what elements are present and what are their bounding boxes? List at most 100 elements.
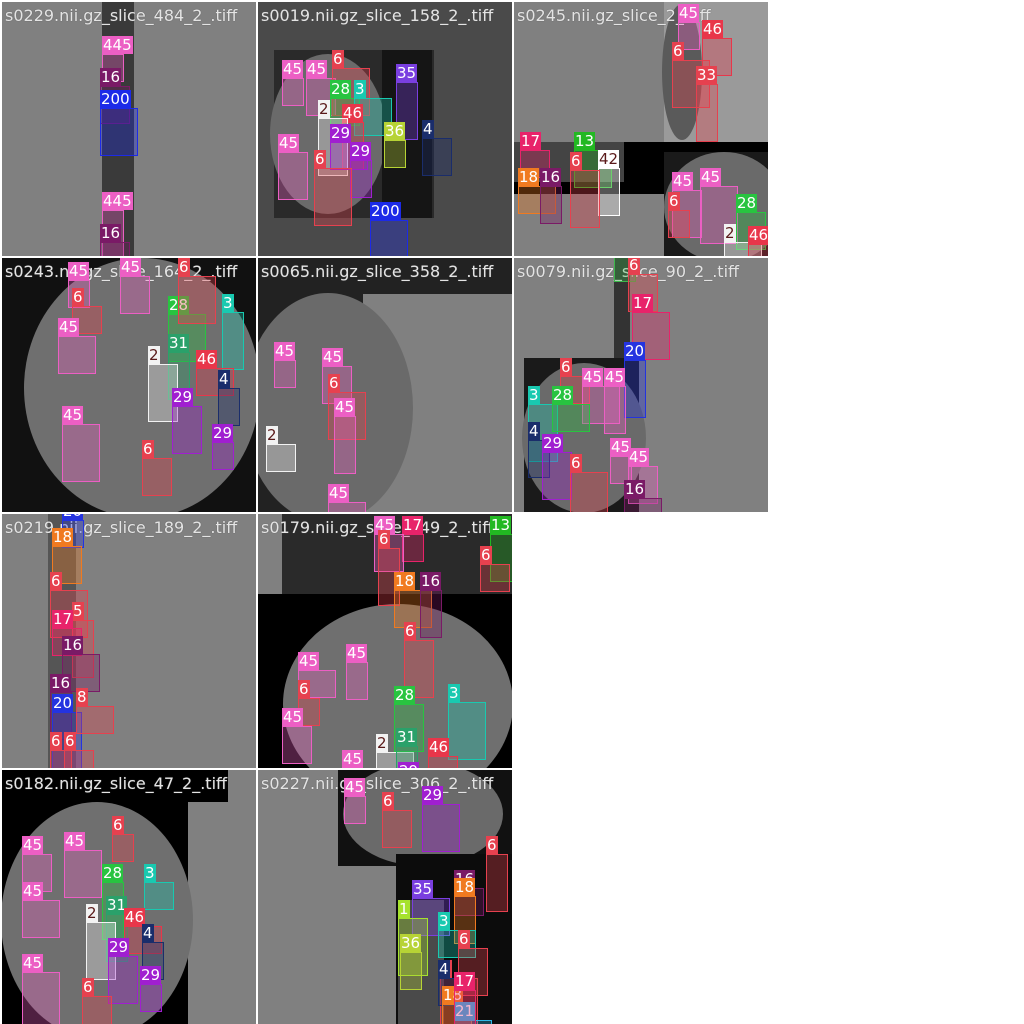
annotation-label: 28	[736, 194, 758, 212]
annotation-label: 6	[628, 258, 640, 274]
annotation-label: 29	[172, 388, 194, 406]
annotation-box	[346, 662, 368, 700]
tile-2: s0245.nii.gz_slice_2_.tiff 45 46 6 33 17 13 42 6…	[514, 2, 768, 256]
annotation-label: 17	[454, 972, 476, 990]
annotation-label: 45	[610, 438, 632, 456]
annotation-box	[278, 152, 308, 200]
annotation-box	[400, 952, 422, 990]
annotation-label: 45	[278, 134, 300, 152]
annotation-box	[266, 444, 296, 472]
annotation-box	[328, 502, 366, 512]
annotation-label: 45	[22, 836, 44, 854]
annotation-box	[624, 498, 662, 512]
annotation-box	[370, 220, 408, 256]
annotation-label: 45	[322, 348, 344, 366]
annotation-label: 29	[330, 124, 352, 142]
annotation-label: 45	[68, 262, 90, 280]
annotation-label: 29	[398, 762, 420, 768]
annotation-label: 3	[144, 864, 156, 882]
annotation-box	[282, 78, 304, 106]
annotation-label: 3	[222, 294, 234, 312]
annotation-label: 29	[108, 938, 130, 956]
tile-4: s0065.nii.gz_slice_358_2_.tiff 45 45 6 45 2 45	[258, 258, 512, 512]
annotation-box	[480, 564, 510, 592]
tile-7: s0179.nii.gz_slice_349_2_.tiff1745136618…	[258, 514, 512, 768]
annotation-box	[50, 750, 72, 768]
annotation-label: 20	[52, 694, 74, 712]
annotation-label: 4	[438, 960, 450, 978]
tile-3: s0243.nii.gz_slice_164_2_.tiff4545283645…	[2, 258, 256, 512]
annotation-box	[120, 276, 150, 314]
annotation-label: 13	[574, 132, 596, 150]
annotation-box	[334, 416, 356, 474]
annotation-box	[314, 168, 352, 226]
annotation-label: 45	[374, 516, 396, 534]
annotation-label: 200	[370, 202, 401, 220]
annotation-label: 6	[328, 374, 340, 392]
scan-region	[24, 258, 256, 512]
annotation-label: 28	[394, 686, 416, 704]
annotation-label: 6	[458, 930, 470, 948]
annotation-box	[172, 406, 202, 454]
annotation-label: 20	[62, 514, 84, 520]
annotation-label: 45	[298, 652, 320, 670]
annotation-label: 6	[668, 192, 680, 210]
annotation-box	[610, 456, 632, 484]
annotation-label: 445	[102, 36, 133, 54]
scan-image	[258, 258, 512, 512]
scan-region	[2, 770, 228, 802]
annotation-label: 6	[404, 622, 416, 640]
annotation-label: 6	[570, 152, 582, 170]
annotation-box	[724, 242, 762, 256]
annotation-label: 28	[552, 386, 574, 404]
annotation-box	[62, 424, 100, 482]
annotation-label: 45	[346, 644, 368, 662]
annotation-label: 18	[454, 878, 476, 896]
annotation-label: 2	[148, 346, 160, 364]
annotation-box	[552, 404, 590, 432]
annotation-box	[22, 972, 60, 1024]
annotation-box	[384, 140, 406, 168]
annotation-box	[454, 990, 476, 1024]
annotation-box	[144, 882, 174, 910]
annotation-label: 45	[64, 832, 86, 850]
annotation-box	[108, 956, 138, 1004]
annotation-box	[22, 900, 60, 938]
annotation-box	[142, 458, 172, 496]
annotation-label: 29	[542, 434, 564, 452]
annotation-label: 2	[86, 904, 98, 922]
annotation-label: 45	[58, 318, 80, 336]
annotation-label: 17	[402, 516, 424, 534]
annotation-label: 45	[334, 398, 356, 416]
annotation-box	[178, 276, 216, 324]
annotation-box	[64, 750, 94, 768]
annotation-label: 6	[82, 978, 94, 996]
scan-region	[614, 258, 630, 358]
annotation-label: 45	[678, 4, 700, 22]
annotation-box	[542, 452, 572, 500]
annotation-label: 6	[560, 358, 572, 376]
annotation-label: 45	[342, 750, 364, 768]
annotation-label: 29	[140, 966, 162, 984]
annotation-label: 6	[486, 836, 498, 854]
annotation-label: 29	[422, 786, 444, 804]
annotation-label: 6	[112, 816, 124, 834]
annotation-box	[604, 386, 626, 434]
annotation-label: 16	[50, 674, 72, 692]
annotation-label: 46	[342, 104, 364, 122]
annotation-label: 35	[412, 880, 434, 898]
tile-1: s0019.nii.gz_slice_158_2_.tiff 45 45 6 35 28 3…	[258, 2, 512, 256]
scan-image	[48, 514, 76, 768]
annotation-label: 6	[142, 440, 154, 458]
annotation-box	[344, 796, 366, 824]
annotation-label: 46	[748, 226, 768, 244]
annotation-label: 3	[354, 80, 366, 98]
annotation-label: 6	[178, 258, 190, 276]
annotation-box	[420, 590, 442, 638]
annotation-label: 6	[382, 792, 394, 810]
annotation-box	[448, 702, 486, 760]
annotation-box	[212, 442, 234, 470]
annotation-box	[582, 386, 620, 424]
annotation-label: 3	[448, 684, 460, 702]
annotation-label: 6	[378, 530, 390, 548]
